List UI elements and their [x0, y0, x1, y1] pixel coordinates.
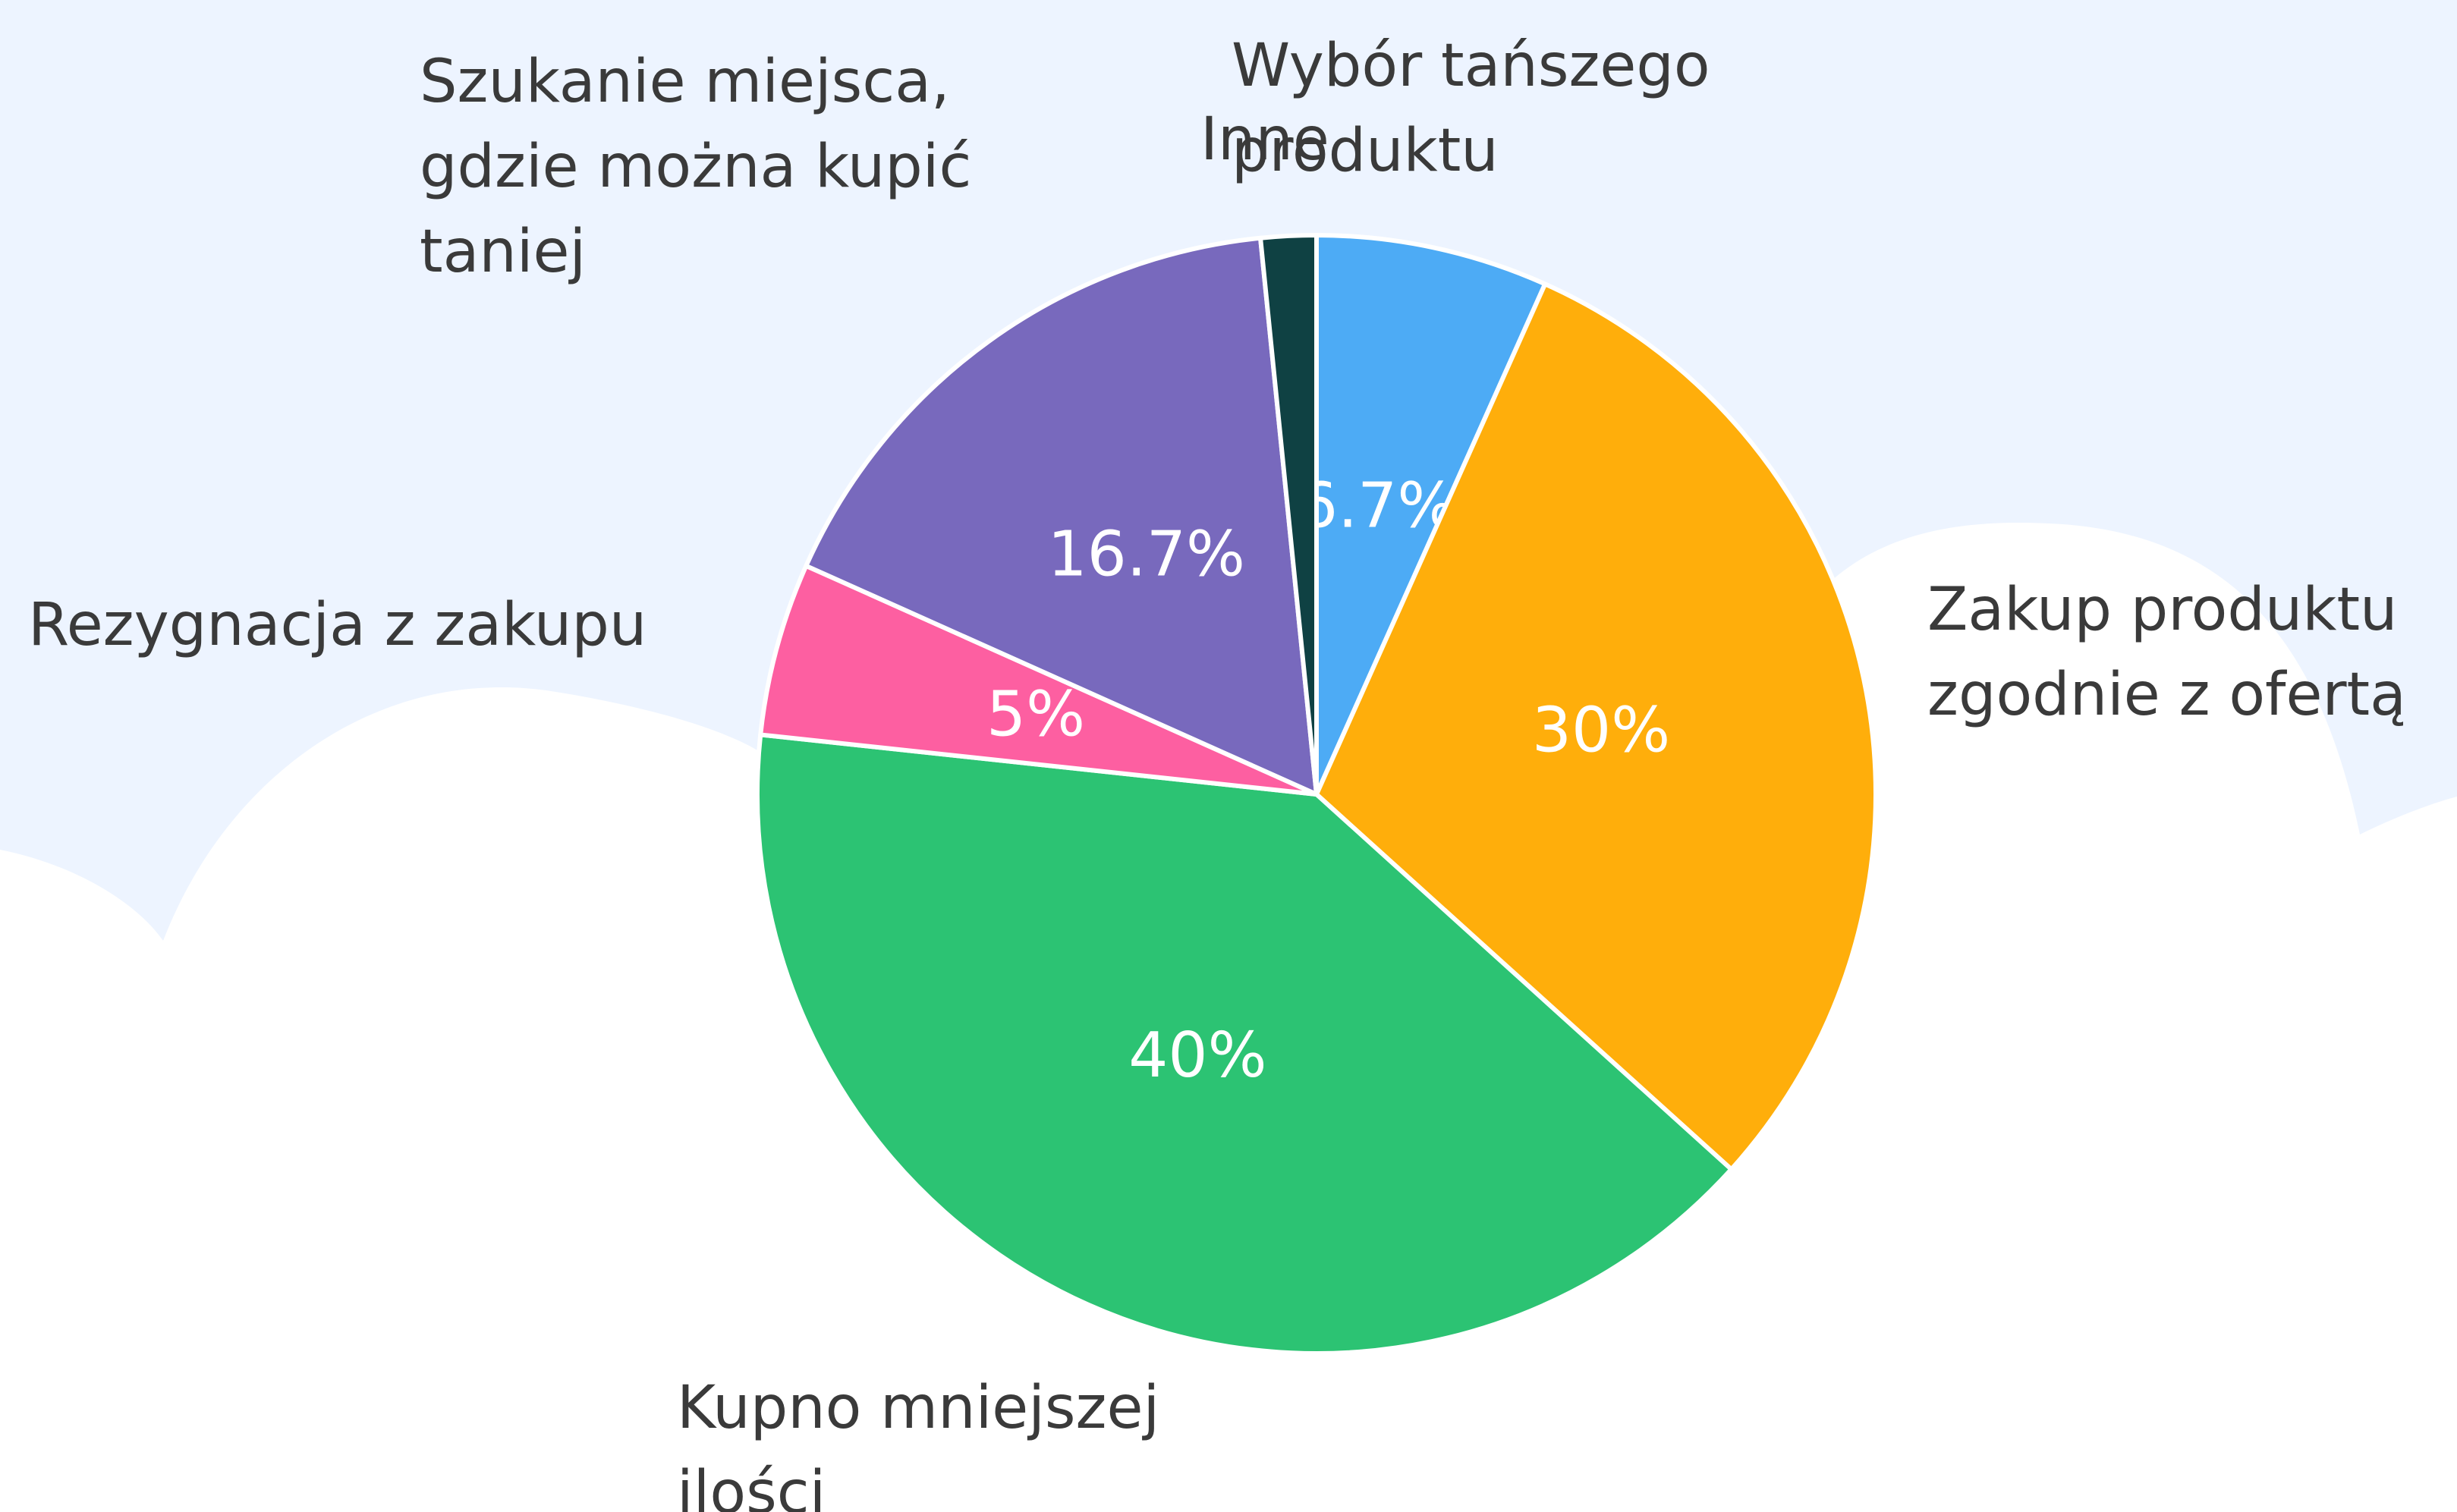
value-label: 30%	[1532, 695, 1670, 767]
pie-slice	[1314, 281, 1878, 1172]
pie-slice	[758, 563, 1319, 797]
category-label: Zakup produktu zgodnie z ofertą	[1927, 576, 2406, 729]
category-label: Rezygnacja z zakupu	[28, 591, 647, 659]
category-label: Wybór tańszego produktu	[1232, 32, 1710, 185]
category-label: Kupno mniejszej ilości	[677, 1374, 1160, 1512]
value-label: 40%	[1128, 1020, 1266, 1092]
pie-slice	[804, 235, 1319, 797]
category-label: Inne	[1200, 105, 1329, 174]
value-label: 6.7%	[1298, 470, 1456, 542]
category-label: Szukanie miejsca, gdzie można kupić tani…	[420, 48, 972, 286]
value-label: 5%	[986, 678, 1085, 750]
pie-slice	[755, 732, 1734, 1356]
pie-slice	[1314, 233, 1548, 797]
pie-slice	[1258, 233, 1319, 797]
value-label: 16.7%	[1047, 519, 1245, 591]
